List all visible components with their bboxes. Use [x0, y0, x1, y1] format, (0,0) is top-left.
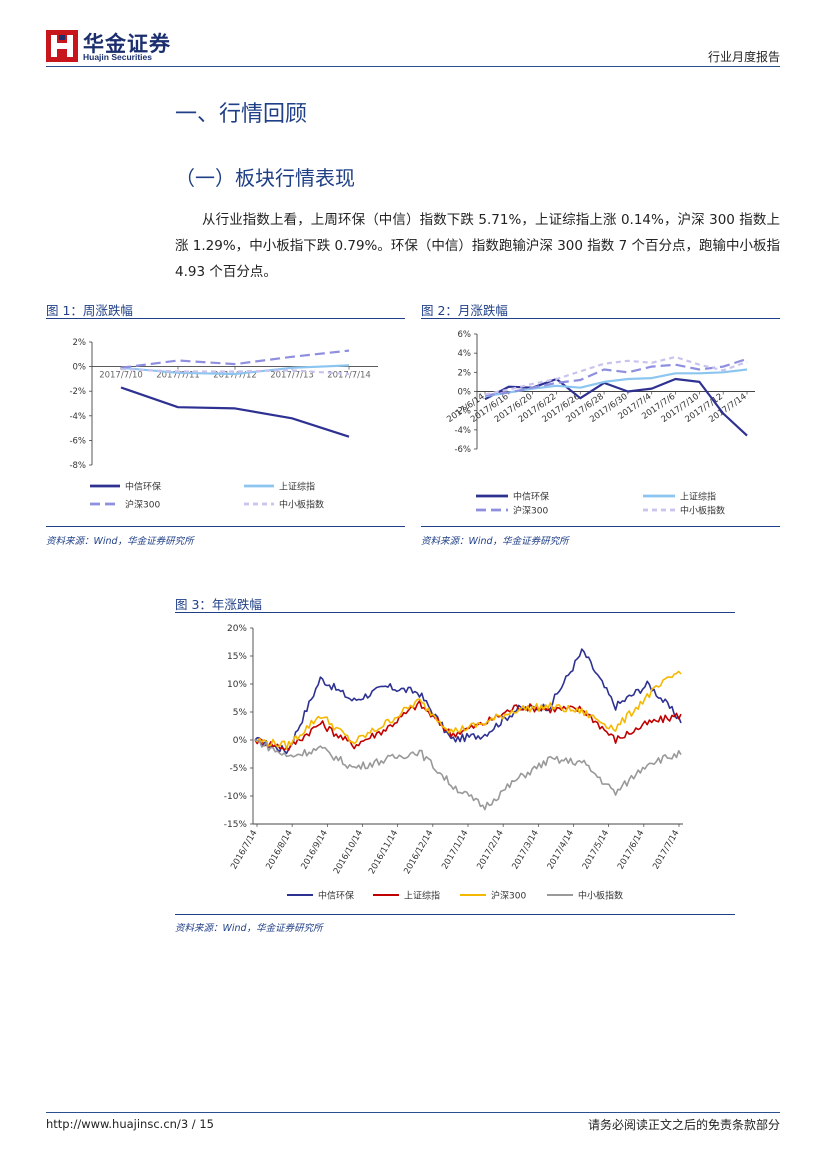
x-tick-label: 2016/12/14 — [402, 829, 435, 876]
legend-label-0: 中信环保 — [318, 890, 354, 902]
legend-label-1: 上证综指 — [279, 481, 315, 493]
legend-label-3: 中小板指数 — [279, 499, 324, 511]
y-tick-label: -2% — [454, 407, 471, 417]
header-divider — [46, 66, 780, 67]
company-logo-icon — [46, 30, 78, 66]
footer-page-info: http://www.huajinsc.cn/3 / 15 — [46, 1117, 214, 1131]
series-line-3 — [254, 739, 682, 811]
figure-3-chart: 20% 15% 10% 5% 0% -5% -10% -15%2016/7/14 2016/8/… — [224, 624, 683, 902]
x-tick-label: 2016/7/14 — [229, 829, 259, 872]
subsection-title: （一）板块行情表现 — [175, 166, 355, 190]
legend-label-1: 上证综指 — [404, 890, 440, 902]
y-tick-label: 5% — [233, 708, 248, 718]
figure-2-source: 资料来源：Wind，华金证券研究所 — [421, 536, 569, 547]
figure-3-title: 图 3：年涨跌幅 — [175, 597, 262, 612]
footer-disclaimer: 请务必阅读正文之后的免责条款部分 — [587, 1118, 780, 1132]
y-tick-label: 15% — [227, 652, 247, 662]
x-tick-label: 2016/9/14 — [299, 829, 329, 872]
y-tick-label: -6% — [454, 445, 471, 455]
x-tick-label: 2017/7/14 — [651, 829, 681, 872]
series-line-1 — [484, 368, 748, 398]
figure-2-top-rule — [421, 318, 780, 319]
y-tick-label: 10% — [227, 680, 247, 690]
footer-divider — [46, 1112, 780, 1113]
figure-1-top-rule — [46, 318, 405, 319]
x-tick-label: 2017/7/11 — [156, 371, 200, 381]
x-tick-label: 2017/7/12 — [213, 371, 257, 381]
legend-label-2: 沪深300 — [513, 505, 548, 517]
y-tick-label: -5% — [229, 764, 247, 774]
y-tick-label: 20% — [227, 624, 247, 634]
figure-2-chart: 6%4%2%0%-2%-4%-6%2017/6/142017/6/162017/… — [445, 330, 755, 517]
y-tick-label: 0% — [458, 388, 472, 398]
x-tick-label: 2017/4/14 — [546, 829, 576, 872]
y-tick-label: -15% — [224, 820, 248, 830]
series-line-2 — [254, 670, 682, 750]
figure-1-chart: 2% 0% -2% -4% -6% -8% 2017/7/10 2017/7/11 2017/7… — [69, 338, 378, 511]
figure-1-bottom-rule — [46, 526, 405, 527]
legend-label-0: 中信环保 — [513, 491, 549, 503]
report-type-label: 行业月度报告 — [707, 50, 780, 64]
series-line-3 — [120, 368, 350, 376]
y-tick-label: -10% — [224, 792, 248, 802]
y-tick-label: 2% — [73, 338, 87, 348]
x-tick-label: 2017/2/14 — [475, 829, 505, 872]
x-tick-label: 2017/7/13 — [270, 371, 314, 381]
figure-2-title: 图 2：月涨跌幅 — [421, 303, 508, 318]
y-tick-label: -8% — [69, 461, 86, 471]
legend-label-2: 沪深300 — [125, 499, 160, 511]
x-tick-label: 2017/7/10 — [99, 371, 143, 381]
x-tick-label: 2017/1/14 — [440, 829, 470, 872]
x-tick-label: 2017/5/14 — [581, 829, 611, 872]
series-line-0 — [484, 377, 748, 437]
y-tick-label: 4% — [458, 349, 472, 359]
series-line-3 — [484, 355, 748, 396]
legend-label-3: 中小板指数 — [680, 505, 725, 517]
y-tick-label: 0% — [233, 736, 248, 746]
figure-3-bottom-rule — [175, 914, 735, 915]
y-tick-label: -6% — [69, 436, 86, 446]
figure-2-bottom-rule — [421, 526, 780, 527]
y-tick-label: 0% — [73, 363, 87, 373]
section-title: 一、行情回顾 — [175, 102, 308, 127]
x-tick-label: 2017/6/14 — [616, 829, 646, 872]
x-tick-label: 2016/8/14 — [264, 829, 294, 872]
brand-name-cn: 华金证券 — [83, 32, 171, 56]
y-tick-label: 2% — [458, 368, 472, 378]
legend-label-3: 中小板指数 — [578, 890, 623, 902]
x-tick-label: 2017/7/14 — [327, 371, 371, 381]
footer-url[interactable]: http://www.huajinsc.cn/ — [46, 1117, 181, 1131]
x-tick-label: 2016/11/14 — [367, 829, 400, 876]
y-tick-label: -4% — [454, 426, 471, 436]
footer-page-number: 3 / 15 — [180, 1117, 214, 1131]
figure-3-source: 资料来源：Wind，华金证券研究所 — [175, 923, 323, 934]
figure-1-title: 图 1：周涨跌幅 — [46, 303, 133, 318]
figure-3-top-rule — [175, 612, 735, 613]
series-line-0 — [254, 648, 682, 755]
legend-label-1: 上证综指 — [680, 491, 716, 503]
y-tick-label: -4% — [69, 412, 86, 422]
brand-name-en: Huajin Securities — [83, 52, 152, 62]
figure-1-source: 资料来源：Wind，华金证券研究所 — [46, 536, 194, 547]
series-line-2 — [120, 349, 350, 369]
y-tick-label: 6% — [458, 330, 472, 340]
summary-paragraph: 从行业指数上看，上周环保（中信）指数下跌 5.71%，上证综指上涨 0.14%，… — [175, 212, 780, 280]
legend-label-0: 中信环保 — [125, 481, 161, 493]
legend-label-2: 沪深300 — [491, 890, 526, 902]
series-line-0 — [120, 386, 350, 438]
y-tick-label: -2% — [69, 387, 86, 397]
x-tick-label: 2016/10/14 — [332, 829, 365, 876]
x-tick-label: 2017/3/14 — [510, 829, 540, 872]
series-line-2 — [484, 357, 748, 397]
